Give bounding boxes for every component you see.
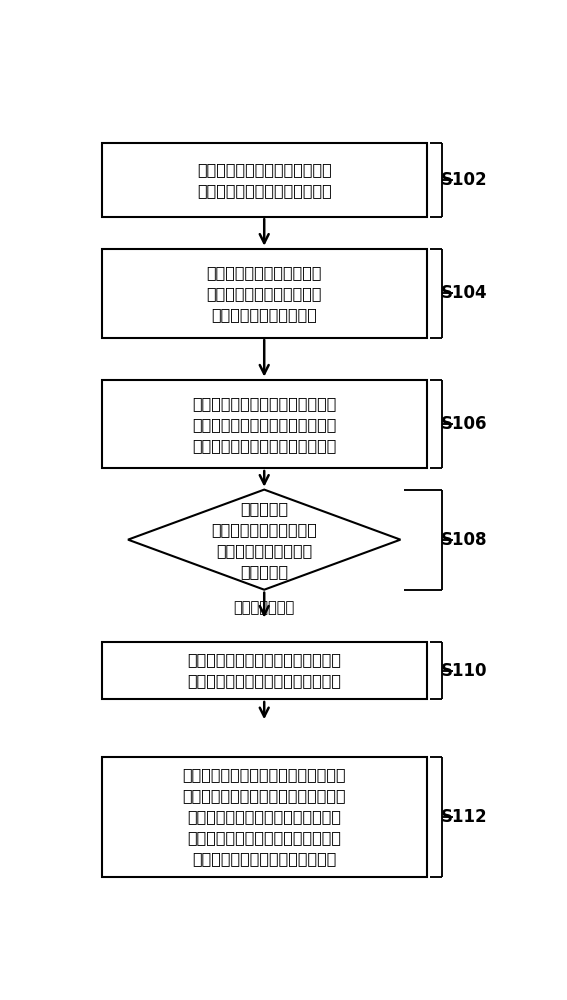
Text: S110: S110 — [441, 662, 488, 680]
Text: S102: S102 — [441, 171, 488, 189]
Bar — [101, 380, 427, 468]
Bar — [101, 143, 427, 217]
Text: 使用集装箱定位算法将吊具
扫描点坐标和集装箱扫描点
坐标转换为同一个坐标系: 使用集装箱定位算法将吊具 扫描点坐标和集装箱扫描点 坐标转换为同一个坐标系 — [206, 265, 322, 322]
Text: S106: S106 — [441, 415, 488, 433]
Bar — [101, 642, 427, 699]
Text: S104: S104 — [441, 284, 488, 302]
Text: S112: S112 — [441, 808, 488, 826]
Bar — [101, 249, 427, 338]
Polygon shape — [128, 490, 400, 590]
Text: 根据目标集装箱扫描点坐标和参考集装
箱扫描点坐标，使用平行四边形激光扫
描定位算法分别确定目标集装箱平面
和参考集装箱平面的中心点坐标以及
目标集装箱和参考集装: 根据目标集装箱扫描点坐标和参考集装 箱扫描点坐标，使用平行四边形激光扫 描定位算… — [183, 767, 346, 866]
Text: 接收多个激光扫描仪发送的吊具
扫描点坐标和集装箱扫描点坐标: 接收多个激光扫描仪发送的吊具 扫描点坐标和集装箱扫描点坐标 — [197, 162, 332, 198]
Text: 根据吊具扫描点坐标，使用平行四
边形激光扫描定位算法确定吊具平
面的中心点坐标以及吊具的欧拉角: 根据吊具扫描点坐标，使用平行四 边形激光扫描定位算法确定吊具平 面的中心点坐标以… — [192, 396, 336, 453]
Text: S108: S108 — [441, 531, 488, 549]
Text: 存在参考集装箱: 存在参考集装箱 — [234, 600, 295, 615]
Text: 从集装箱扫描点坐标提取目标集装箱
扫描点坐标和参考集装箱扫描点坐标: 从集装箱扫描点坐标提取目标集装箱 扫描点坐标和参考集装箱扫描点坐标 — [187, 653, 341, 689]
Bar — [101, 757, 427, 877]
Text: 根据集装箱
扫描点坐标，判断除目标
参考箱之外，是否存在
参考集装箱: 根据集装箱 扫描点坐标，判断除目标 参考箱之外，是否存在 参考集装箱 — [211, 501, 317, 579]
